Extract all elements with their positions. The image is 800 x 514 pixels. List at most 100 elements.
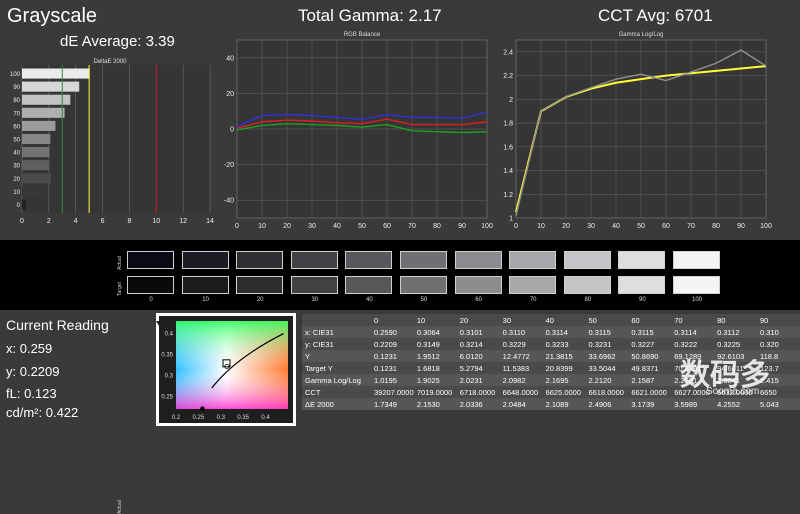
rgb-x-tick: 50 [358,223,366,230]
table-cell: 0.320 [757,338,800,350]
reading-cd: cd/m²: 0.422 [6,405,79,420]
table-cell: 6718.0000 [456,386,500,398]
cie-target-marker [222,359,231,368]
table-cell: 2.2120 [585,374,629,386]
cie-x-tick: 0.3 [217,415,226,421]
table-row-label: ΔE 2000 [302,398,371,410]
gm-y-tick: 1.2 [503,192,513,199]
table-cell: 2.1695 [542,374,586,386]
rgb-x-tick: 70 [408,223,416,230]
deltae-y-tick: 90 [13,85,20,91]
table-cell: 94.6611 [714,362,758,374]
table-cell: 0.3227 [628,338,672,350]
table-cell: 2.415 [757,374,800,386]
deltae-y-tick: 20 [13,177,20,183]
deltae-x-tick: 12 [179,218,187,225]
table-cell: 0.3110 [499,326,543,338]
table-cell: 20.8399 [542,362,586,374]
gm-y-tick: 1.4 [503,168,513,175]
cie-gamut-overlay [176,321,288,409]
rgb-x-tick: 90 [458,223,466,230]
gm-y-tick: 2.4 [503,49,513,56]
table-cell: 0.2590 [371,326,414,338]
rgb-x-tick: 100 [481,223,493,230]
deltae-y-tick: 50 [13,138,20,144]
table-row: y: CIE31 0.2209 0.3149 0.3214 0.3229 0.3233 0.… [302,338,800,350]
table-cell: 7019.0000 [413,386,457,398]
target-swatch [236,276,284,294]
table-cell: 6627.0000 [671,386,715,398]
table-cell: 123.7 [757,362,800,374]
reading-x: x: 0.259 [6,341,53,356]
deltae-bar [22,186,46,197]
cie-y-tick: 0.3 [165,373,174,379]
table-cell: 40 [542,314,586,326]
table-cell: 0.3222 [671,338,715,350]
table-cell: 0.3115 [628,326,672,338]
deltae-bar [22,120,56,131]
table-cell: 2.0982 [499,374,543,386]
swatch-level-label: 10 [202,297,209,303]
actual-row-label: Actual [117,256,123,270]
table-cell: 0.3115 [585,326,629,338]
table-cell: 2.0336 [456,398,500,410]
table-cell: 11.5383 [499,362,543,374]
table-cell: 90 [757,314,800,326]
table-cell: 30 [499,314,543,326]
deltae-bar [22,133,51,145]
swatch-level-label: 50 [420,297,428,303]
cie-x-tick: 0.25 [193,415,205,421]
rgb-y-tick: -20 [224,162,234,169]
table-cell: 12.4772 [499,350,543,362]
gm-y-tick: 1.6 [503,144,513,151]
table-cell: 2.1089 [542,398,586,410]
actual-swatch [509,251,557,269]
table-row-label: x: CIE31 [302,326,371,338]
watermark-url: Sooma.com [706,386,760,397]
de-average-readout: dE Average: 3.39 [60,33,175,50]
table-cell: 2.2301 [671,374,715,386]
gm-x-tick: 70 [687,223,695,230]
gm-x-tick: 100 [760,223,772,230]
table-row-label: Gamma Log/Log [302,374,371,386]
grayscale-swatch-strip: Actual 0 10 20 30 40 50 60 70 80 90 100 Actual Targe… [0,240,800,514]
swatch-level-label: 40 [366,297,373,303]
table-cell: 50.8690 [628,350,672,362]
gm-x-tick: 30 [587,223,595,230]
actual-swatch [127,251,174,269]
table-cell: 6625.0000 [542,386,586,398]
swatch-level-label: 20 [256,297,264,303]
deltae-bar [22,147,50,158]
swatch-level-label: 0 [149,297,153,303]
table-row-label: Y [302,350,371,362]
cie-mask [156,321,176,353]
table-cell: 80 [714,314,758,326]
table-cell: 21.3815 [542,350,586,362]
deltae-bar [22,199,27,210]
table-cell: 33.6962 [585,350,629,362]
deltae-x-tick: 2 [47,218,51,225]
actual-swatch [454,251,502,269]
gm-series-line [515,49,767,216]
table-row: Gamma Log/Log 1.0195 1.9025 2.0231 2.0982 2.1… [302,374,800,386]
table-cell: 1.7349 [371,398,414,410]
table-cell: 3.1739 [628,398,672,410]
table-cell: 70 [671,314,715,326]
table-cell: 0.310 [757,326,800,338]
deltae-bar [22,173,51,184]
table-cell: 6621.0000 [628,386,672,398]
table-cell: 1.6818 [413,362,457,374]
gm-x-tick: 60 [662,223,670,230]
table-cell: 70.1291 [671,362,715,374]
current-reading-title: Current Reading [6,317,109,333]
actual-swatch [563,251,611,269]
rgb-x-tick: 60 [383,223,391,230]
cie-y-tick: 0.35 [161,353,173,359]
target-swatch [345,276,393,294]
deltae-y-tick: 0 [17,203,21,209]
table-cell: 6.0120 [456,350,500,362]
deltae-x-tick: 14 [206,218,214,225]
deltae-y-tick: 30 [13,164,20,170]
target-swatch [290,276,338,294]
gm-x-tick: 10 [537,223,545,230]
